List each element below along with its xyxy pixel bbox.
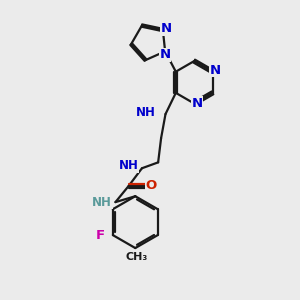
Text: N: N: [161, 22, 172, 35]
Text: N: N: [160, 48, 171, 62]
Text: CH₃: CH₃: [126, 252, 148, 262]
Text: NH: NH: [92, 196, 112, 208]
Text: NH: NH: [118, 159, 138, 172]
Text: O: O: [146, 179, 157, 192]
Text: N: N: [210, 64, 221, 77]
Text: F: F: [95, 229, 105, 242]
Text: N: N: [191, 97, 203, 110]
Text: NH: NH: [136, 106, 156, 119]
